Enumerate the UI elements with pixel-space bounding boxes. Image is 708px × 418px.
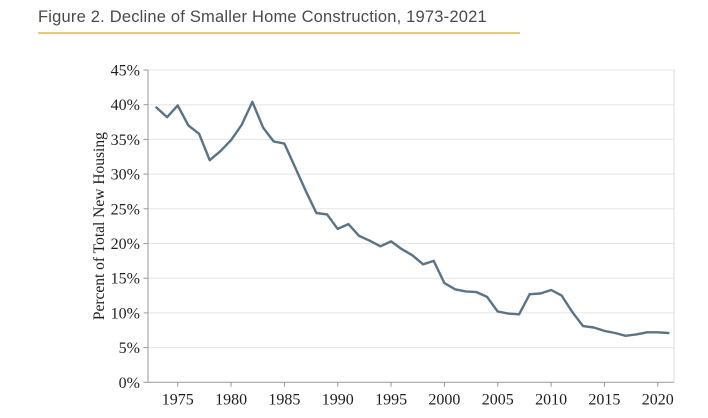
y-tick-label: 15% — [111, 271, 140, 288]
x-tick-label: 1990 — [322, 391, 354, 408]
x-tick-label: 2010 — [535, 391, 567, 408]
y-tick-label: 35% — [111, 132, 140, 149]
y-tick-label: 10% — [111, 305, 140, 322]
data-series-line — [155, 100, 670, 337]
y-tick-label: 25% — [111, 201, 140, 218]
y-tick-label: 5% — [119, 340, 140, 357]
x-tick-label: 1980 — [215, 391, 247, 408]
y-axis-title: Percent of Total New Housing — [91, 132, 108, 320]
x-tick-label: 2005 — [482, 391, 514, 408]
y-tick-label: 45% — [111, 63, 140, 80]
x-tick-label: 2000 — [428, 391, 460, 408]
y-tick-label: 40% — [111, 97, 140, 114]
figure-title: Figure 2. Decline of Smaller Home Constr… — [38, 8, 487, 26]
x-tick-label: 1995 — [375, 391, 407, 408]
x-tick-label: 1975 — [162, 391, 194, 408]
y-tick-label: 30% — [111, 167, 140, 184]
title-underline — [38, 32, 520, 34]
figure-header: Figure 2. Decline of Smaller Home Constr… — [38, 8, 520, 34]
x-tick-label: 2015 — [588, 391, 620, 408]
x-tick-label: 2020 — [642, 391, 674, 408]
x-tick-label: 1985 — [268, 391, 300, 408]
y-tick-label: 0% — [119, 375, 140, 392]
y-tick-label: 20% — [111, 236, 140, 253]
